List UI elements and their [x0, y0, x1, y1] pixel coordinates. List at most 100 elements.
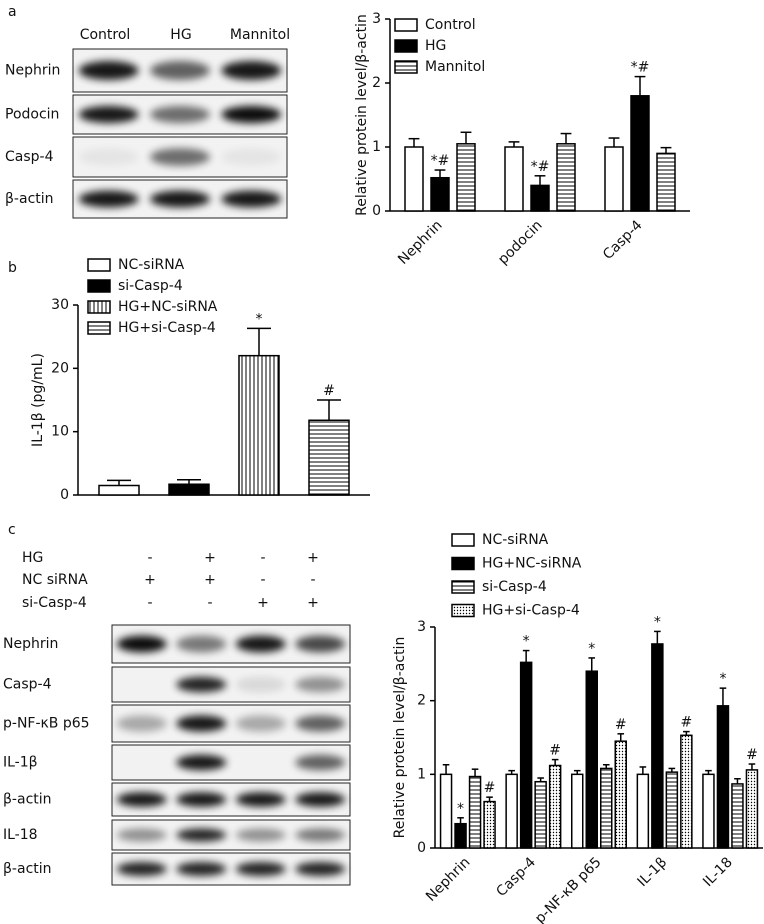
- significance-label: #: [615, 717, 627, 733]
- blot-row-label: Nephrin: [3, 636, 58, 652]
- blot-band: [78, 61, 139, 80]
- legend-label: HG: [425, 38, 446, 54]
- treatment-sign: -: [147, 595, 152, 611]
- legend-label: si-Casp-4: [118, 278, 183, 294]
- bar: [483, 800, 496, 849]
- significance-label: *: [719, 671, 726, 687]
- treatment-sign: -: [260, 572, 265, 588]
- significance-label: #: [680, 715, 692, 731]
- blot-row-label: Podocin: [5, 107, 59, 123]
- legend-label: Control: [425, 17, 476, 33]
- bar: [519, 661, 533, 849]
- bar: [702, 773, 715, 849]
- blot-row-label: β-actin: [3, 792, 52, 808]
- treatment-sign: +: [257, 595, 269, 611]
- panel-label: b: [8, 260, 17, 276]
- blot-band: [235, 676, 286, 693]
- blot-band: [176, 715, 227, 732]
- blot-band: [295, 792, 346, 807]
- bar: [454, 822, 467, 849]
- blot-band: [235, 828, 286, 842]
- bar: [404, 146, 424, 212]
- y-axis-label: Relative protein level/β-actin: [392, 637, 408, 839]
- treatment-sign: -: [147, 550, 152, 566]
- significance-label: *#: [631, 60, 650, 76]
- y-axis-label: IL-1β (pg/mL): [30, 353, 46, 447]
- bar: [656, 152, 676, 212]
- significance-label: #: [323, 383, 335, 399]
- blot-band: [116, 828, 167, 842]
- bar: [238, 354, 280, 496]
- y-axis-label: Relative protein level/β-actin: [354, 14, 370, 216]
- blot-band: [116, 792, 167, 807]
- y-tick-label: 2: [372, 75, 381, 91]
- legend-swatch: [451, 533, 475, 547]
- legend-label: HG+si-Casp-4: [118, 320, 216, 336]
- bar: [636, 773, 650, 849]
- lane-label: HG: [170, 27, 191, 43]
- blot-band: [176, 861, 227, 877]
- legend-label: si-Casp-4: [482, 579, 547, 595]
- lane-label: Control: [80, 27, 131, 43]
- legend-label: NC-siRNA: [118, 257, 185, 273]
- panel-label: a: [8, 4, 17, 20]
- legend-label: HG+si-Casp-4: [482, 603, 580, 619]
- legend-swatch: [394, 60, 418, 74]
- blot-row-label: p-NF-κB p65: [3, 716, 90, 732]
- legend-label: HG+NC-siRNA: [118, 299, 218, 315]
- blot-row-label: Casp-4: [5, 149, 54, 165]
- treatment-sign: -: [310, 572, 315, 588]
- blot-band: [295, 715, 346, 732]
- bar: [430, 176, 450, 212]
- x-tick-label: IL-18: [700, 854, 736, 890]
- bar: [745, 769, 759, 849]
- blot-band: [235, 635, 286, 653]
- panel-label: c: [8, 522, 16, 538]
- blot-row-label: Casp-4: [3, 677, 52, 693]
- blot-band: [78, 190, 139, 208]
- y-tick-label: 0: [417, 840, 426, 856]
- significance-label: *: [457, 801, 464, 817]
- blot-band: [78, 105, 139, 124]
- bar: [308, 419, 350, 496]
- significance-label: *: [523, 634, 530, 650]
- blot-band: [295, 828, 346, 842]
- legend-swatch: [87, 300, 111, 314]
- bar: [530, 184, 550, 212]
- bar: [680, 734, 693, 849]
- bar: [600, 767, 613, 849]
- bar: [665, 771, 679, 849]
- treatment-sign: +: [144, 572, 156, 588]
- blot-band: [176, 635, 227, 653]
- blot-band: [235, 792, 286, 807]
- blot-band: [150, 61, 210, 80]
- significance-label: *#: [431, 153, 450, 169]
- significance-label: *: [588, 641, 595, 657]
- x-tick-label: Nephrin: [423, 854, 473, 904]
- blot-row-label: β-actin: [3, 861, 52, 877]
- blot-row-label: IL-1β: [3, 755, 38, 771]
- legend-label: Mannitol: [425, 59, 485, 75]
- bar: [548, 764, 562, 849]
- bar: [614, 740, 627, 849]
- blot-row-label: β-actin: [5, 191, 54, 207]
- x-tick-label: p-NF-κB p65: [532, 854, 605, 924]
- x-tick-label: podocin: [495, 217, 545, 267]
- treatment-sign: +: [204, 572, 216, 588]
- blot-band: [221, 105, 282, 124]
- legend-swatch: [451, 580, 475, 594]
- bar: [534, 780, 547, 849]
- y-tick-label: 3: [417, 619, 426, 635]
- x-tick-label: Nephrin: [395, 217, 445, 267]
- lane-label: Mannitol: [230, 27, 290, 43]
- significance-label: #: [549, 743, 561, 759]
- blot-band: [295, 754, 346, 771]
- bar: [651, 643, 664, 849]
- blot-band: [78, 148, 139, 166]
- treatment-sign: +: [307, 595, 319, 611]
- blot-band: [221, 148, 282, 166]
- blot-band: [176, 828, 227, 842]
- bar: [168, 483, 210, 496]
- significance-label: *: [654, 614, 661, 630]
